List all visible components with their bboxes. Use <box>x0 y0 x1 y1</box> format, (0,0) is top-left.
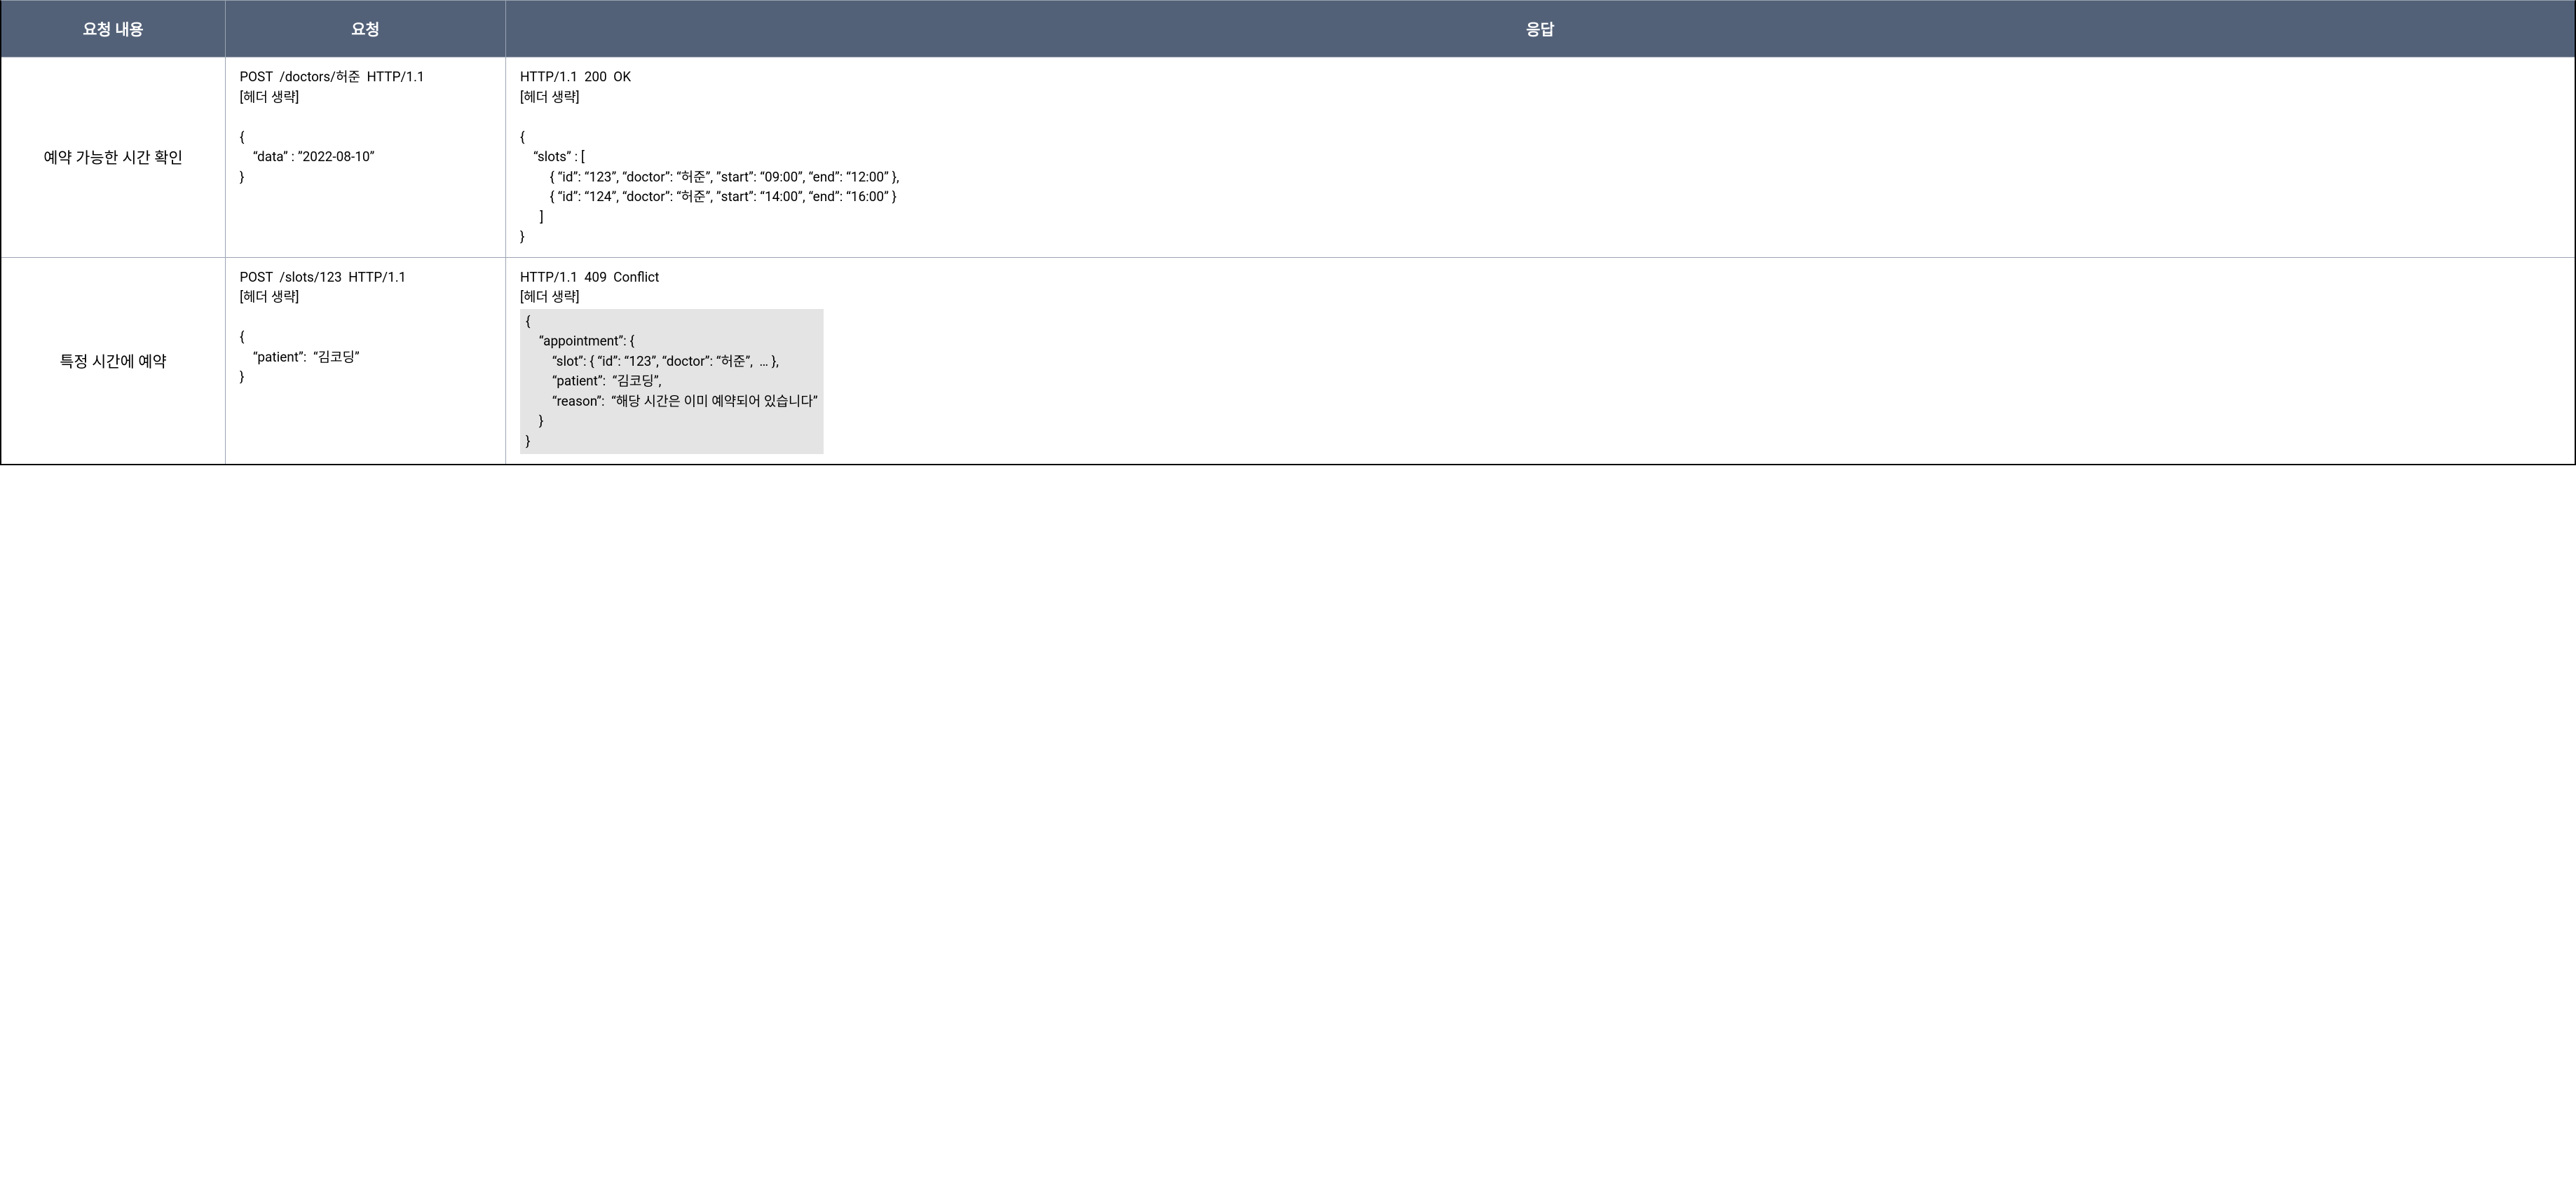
header-request-desc: 요청 내용 <box>1 1 226 57</box>
api-table: 요청 내용 요청 응답 예약 가능한 시간 확인 POST /doctors/허… <box>0 0 2576 465</box>
table-header-row: 요청 내용 요청 응답 <box>1 1 2575 57</box>
header-response: 응답 <box>506 1 2575 57</box>
request-cell: POST /slots/123 HTTP/1.1 [헤더 생략] { “pati… <box>226 258 506 465</box>
request-code: POST /slots/123 HTTP/1.1 [헤더 생략] { “pati… <box>240 268 491 387</box>
response-prefix: HTTP/1.1 409 Conflict [헤더 생략] <box>520 268 2561 308</box>
request-cell: POST /doctors/허준 HTTP/1.1 [헤더 생략] { “dat… <box>226 57 506 258</box>
header-request: 요청 <box>226 1 506 57</box>
response-cell: HTTP/1.1 409 Conflict [헤더 생략] { “appoint… <box>506 258 2575 465</box>
row-label: 특정 시간에 예약 <box>1 258 226 465</box>
response-code: HTTP/1.1 200 OK [헤더 생략] { “slots” : [ { … <box>520 67 2561 247</box>
response-cell: HTTP/1.1 200 OK [헤더 생략] { “slots” : [ { … <box>506 57 2575 258</box>
row-label: 예약 가능한 시간 확인 <box>1 57 226 258</box>
table-row: 특정 시간에 예약 POST /slots/123 HTTP/1.1 [헤더 생… <box>1 258 2575 465</box>
table-row: 예약 가능한 시간 확인 POST /doctors/허준 HTTP/1.1 [… <box>1 57 2575 258</box>
request-code: POST /doctors/허준 HTTP/1.1 [헤더 생략] { “dat… <box>240 67 491 187</box>
response-highlight-block: { “appointment”: { “slot”: { “id”: “123”… <box>520 309 824 455</box>
